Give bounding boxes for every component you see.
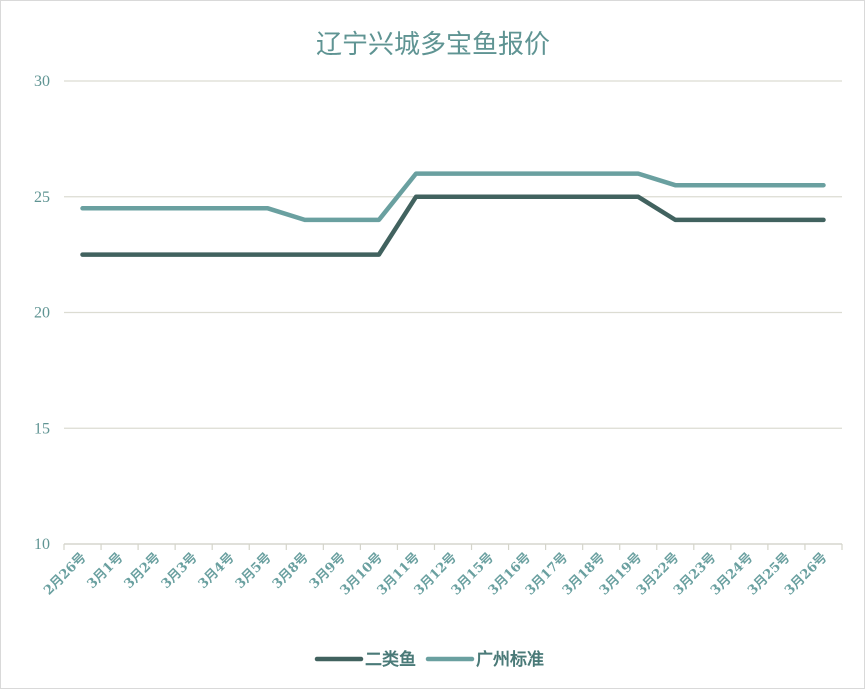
y-tick-label: 25 (34, 189, 50, 206)
y-tick-label: 10 (34, 536, 50, 553)
legend-label: 二类鱼 (365, 649, 416, 670)
x-tick-label: 3月5号 (233, 550, 275, 592)
x-tick-label: 3月1号 (85, 550, 127, 592)
y-tick-label: 20 (34, 305, 50, 322)
x-axis-ticks: 2月26号3月1号3月2号3月3号3月4号3月5号3月8号3月9号3月10号3月… (41, 550, 830, 598)
x-tick-label: 3月4号 (196, 550, 238, 592)
y-tick-label: 30 (34, 73, 50, 90)
y-axis-ticks: 10 15 20 25 30 (34, 73, 50, 553)
y-tick-label: 15 (34, 420, 50, 437)
series-lines (80, 171, 826, 257)
legend-label: 广州标准 (476, 649, 544, 670)
series-line-1 (80, 171, 826, 223)
x-tick-label: 2月26号 (41, 550, 89, 598)
legend: 二类鱼 广州标准 (314, 649, 544, 670)
x-tick-label: 3月3号 (159, 550, 201, 592)
x-tick-label: 3月2号 (122, 550, 164, 592)
x-tick-label: 3月8号 (270, 550, 312, 592)
chart-title: 辽宁兴城多宝鱼报价 (316, 30, 550, 60)
series-line-0 (80, 194, 826, 257)
gridlines (64, 80, 842, 545)
x-axis (63, 543, 843, 550)
